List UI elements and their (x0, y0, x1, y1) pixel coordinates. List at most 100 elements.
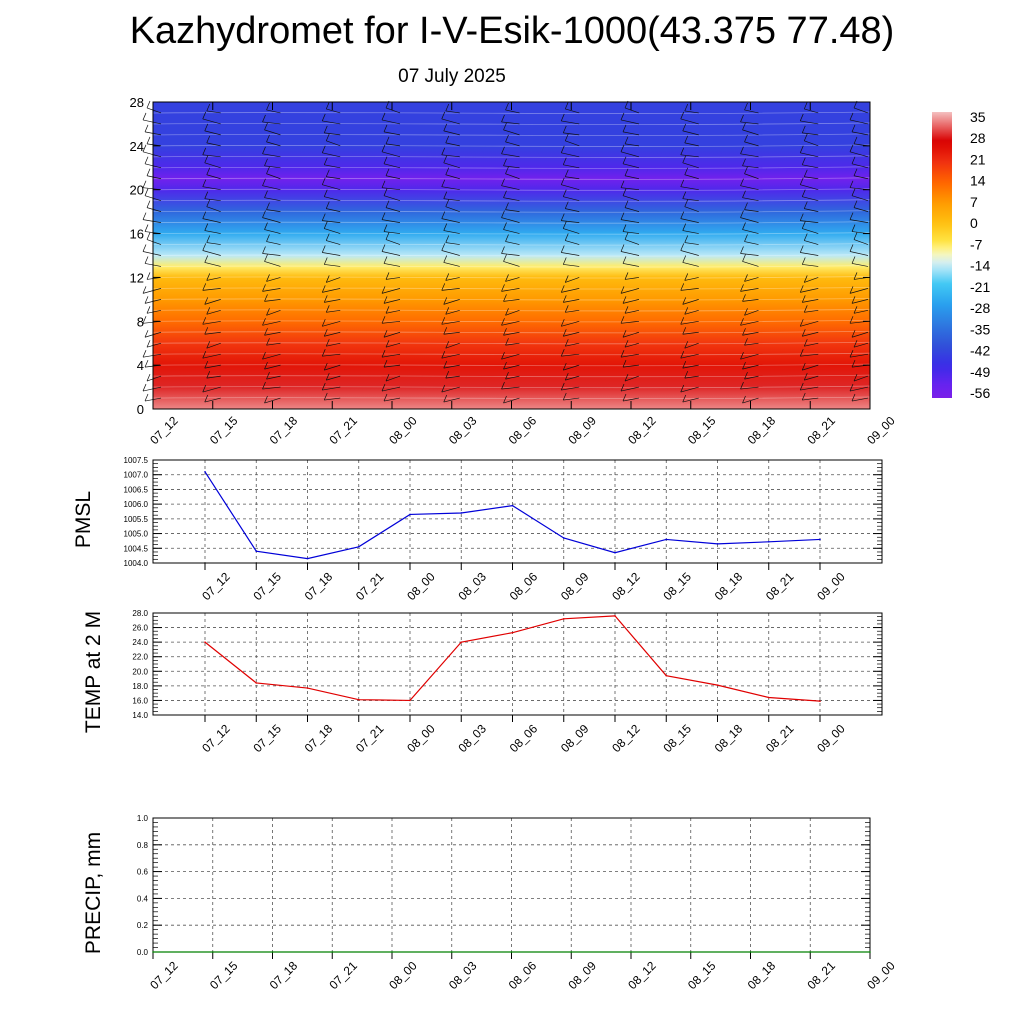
wind-barb (501, 320, 520, 326)
wind-barb-flag (562, 392, 567, 401)
wind-barb (680, 250, 699, 256)
wind-barb (503, 331, 520, 336)
x-tick-label: 08_06 (506, 958, 540, 992)
wind-barb (563, 264, 580, 267)
wind-barb (146, 309, 162, 314)
wind-barb (740, 386, 759, 390)
wind-barb-flag (206, 307, 211, 315)
wind-barb-flag (325, 201, 330, 209)
wind-barb-flag (799, 113, 804, 122)
wind-barb-flag (385, 168, 390, 176)
wind-barb (262, 288, 281, 292)
data-point (630, 951, 632, 953)
wind-barb (742, 261, 759, 267)
wind-barb (503, 197, 520, 202)
wind-barb (262, 320, 281, 326)
wind-barb-flag (851, 360, 856, 368)
temperature-field (153, 102, 870, 409)
wind-barb (804, 176, 819, 180)
x-tick-label: 07_21 (326, 958, 360, 992)
wind-barb-flag (323, 221, 328, 229)
contour-line (152, 221, 871, 224)
x-tick-label: 07_12 (147, 958, 181, 992)
wind-barb-flag (262, 246, 266, 254)
wind-barb-flag (443, 223, 448, 231)
wind-barb (266, 109, 281, 114)
wind-barb (383, 131, 401, 136)
wind-barb-flag (445, 135, 450, 143)
wind-barb (445, 242, 460, 245)
wind-barb (563, 196, 580, 202)
y-tick-label: 28 (130, 95, 144, 110)
y-tick-label: 14.0 (132, 711, 148, 720)
wind-barb-flag (146, 136, 151, 144)
wind-barb-flag (620, 180, 625, 188)
wind-barb-flag (325, 169, 330, 177)
wind-barb-flag (206, 341, 211, 349)
wind-barb (381, 251, 401, 256)
wind-barb-flag (744, 202, 748, 210)
wind-barb-flag (204, 155, 209, 163)
wind-barb-flag (445, 341, 450, 349)
x-tick-label: 07_12 (147, 413, 181, 447)
wind-barb (744, 309, 759, 316)
wind-barb (853, 375, 869, 382)
x-tick-label: 07_15 (207, 413, 241, 447)
x-tick-label: 08_21 (763, 569, 797, 603)
wind-barb-flag (202, 351, 207, 359)
wind-barb (206, 174, 221, 180)
wind-barb-flag (445, 370, 450, 379)
wind-barb-flag (853, 136, 858, 144)
wind-barb (501, 121, 520, 125)
y-tick-label: 1007.5 (124, 456, 149, 465)
wind-barb-flag (562, 329, 567, 337)
wind-barb-flag (851, 188, 856, 196)
wind-barb-flag (146, 200, 151, 208)
contour-line (152, 166, 871, 169)
wind-barb (146, 239, 162, 245)
y-tick-label: 1005.5 (124, 515, 149, 524)
wind-barb (684, 110, 699, 114)
wind-barb (385, 107, 401, 114)
wind-barb-flag (799, 285, 804, 293)
wind-barb-flag (853, 168, 858, 176)
wind-barb-flag (323, 329, 328, 337)
wind-barb (853, 309, 869, 314)
wind-barb (804, 140, 819, 147)
wind-barb (800, 252, 819, 256)
wind-barb-flag (505, 308, 509, 316)
y-axis-label: PRECIP, mm (82, 832, 105, 954)
wind-barb (445, 342, 460, 349)
wind-barb-flag (851, 224, 856, 232)
wind-barb (326, 375, 341, 381)
wind-barb (385, 143, 401, 147)
wind-barb-flag (323, 189, 328, 197)
wind-barb (682, 364, 699, 369)
x-tick-label: 07_18 (267, 958, 301, 992)
wind-barb-flag (445, 167, 450, 175)
colorbar: 35 28 21 14 7 0 -7 -14 -21 -28 -35 -42 -49 -56 (932, 109, 990, 401)
contour-line (152, 308, 871, 312)
wind-barb-flag (204, 123, 209, 132)
wind-barb-flag (560, 213, 565, 221)
wind-barb-flag (744, 371, 748, 380)
wind-barb (740, 253, 759, 256)
wind-barb-flag (202, 111, 207, 120)
wind-barb (804, 277, 819, 283)
wind-barb (853, 175, 869, 180)
wind-barb (620, 151, 640, 158)
x-tick-label: 08_18 (712, 569, 746, 603)
wind-barb (624, 309, 640, 314)
wind-barb-flag (142, 212, 147, 220)
wind-barb (503, 165, 520, 169)
wind-barb-flag (803, 372, 808, 381)
chart-title: Kazhydromet for I-V-Esik-1000(43.375 77.… (129, 10, 895, 52)
wind-barb-flag (264, 362, 268, 370)
wind-barb (849, 151, 869, 158)
wind-barb (326, 342, 341, 347)
wind-barb (802, 364, 819, 371)
wind-barb-flag (264, 158, 268, 166)
wind-barb (264, 197, 281, 202)
wind-barb-flag (264, 190, 268, 198)
wind-barb (802, 196, 819, 202)
